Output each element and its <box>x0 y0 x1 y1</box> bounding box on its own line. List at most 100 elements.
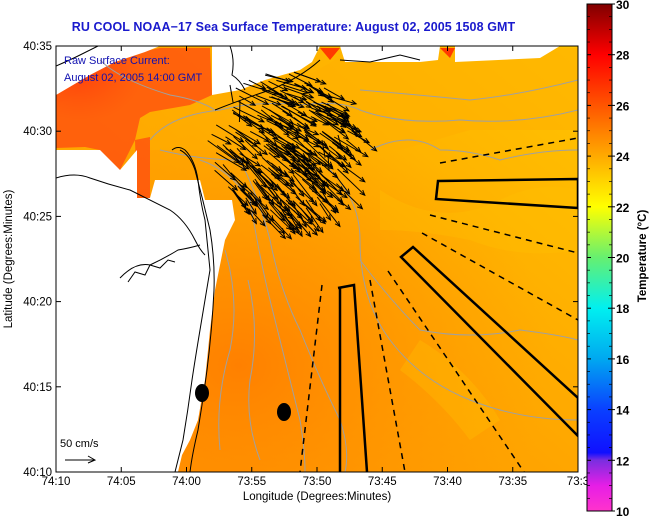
current-vector <box>263 88 285 98</box>
current-vector <box>247 192 272 224</box>
current-vector <box>322 131 350 153</box>
current-vector <box>261 105 294 124</box>
current-vector <box>252 180 268 200</box>
current-vector-head <box>346 150 353 157</box>
current-vector <box>337 168 366 196</box>
current-vector-head <box>263 136 271 143</box>
current-vector-head <box>287 118 295 125</box>
current-vector <box>240 189 256 205</box>
current-vector <box>300 153 315 171</box>
x-tick-label: 73:55 <box>237 476 266 488</box>
current-vector-head <box>343 111 351 117</box>
current-vector-head <box>249 100 257 106</box>
current-vector <box>228 124 261 145</box>
current-vector-head <box>255 196 262 203</box>
current-vector-head <box>299 199 306 207</box>
current-vector-head <box>240 165 248 172</box>
current-vector-head <box>284 210 291 217</box>
x-tick-label: 74:00 <box>172 476 201 488</box>
land-north-east <box>340 46 440 62</box>
current-vector-head <box>258 117 266 123</box>
current-vector <box>351 127 357 138</box>
current-vector <box>211 133 231 145</box>
current-vector <box>246 207 257 224</box>
current-vector <box>268 201 285 222</box>
current-vector <box>264 194 291 217</box>
current-vector-head <box>307 93 315 99</box>
current-vector <box>308 109 330 125</box>
current-vector-head <box>289 162 296 169</box>
y-tick-label: 40:35 <box>23 41 52 53</box>
colorbar-label: Temperature (°C) <box>637 210 649 303</box>
current-vector-head <box>279 215 286 222</box>
transect-dashed <box>439 137 578 164</box>
current-vector <box>294 96 312 108</box>
current-vector <box>323 87 345 100</box>
current-vector <box>214 169 238 191</box>
current-vector <box>230 172 248 188</box>
current-vector <box>233 136 258 160</box>
current-vector-head <box>271 185 279 192</box>
current-vector-head <box>342 113 350 120</box>
bathy-contour <box>99 59 216 111</box>
current-vector-head <box>357 203 364 210</box>
chart-title: RU COOL NOAA−17 Sea Surface Temperature:… <box>71 20 516 34</box>
current-vector-head <box>288 168 295 175</box>
sst-cool-streak <box>380 186 578 254</box>
current-vector-head <box>288 176 295 183</box>
current-vector <box>261 157 283 177</box>
current-vector-head <box>287 101 295 107</box>
current-vector-head <box>264 195 271 202</box>
current-vector <box>235 87 269 105</box>
current-vector <box>293 116 310 130</box>
annotation-line2: August 02, 2005 14:00 GMT <box>64 72 202 84</box>
current-vector-head <box>305 231 312 238</box>
current-vector <box>276 183 294 207</box>
current-vector-head <box>287 77 294 84</box>
land-northwest <box>56 46 160 95</box>
current-vector <box>233 154 263 174</box>
current-vector <box>307 159 323 173</box>
current-vector-head <box>287 200 294 208</box>
current-vector <box>241 189 258 205</box>
current-vector <box>315 169 343 196</box>
y-axis: 40:35 40:30 40:25 40:20 40:15 40:10 <box>23 41 578 479</box>
colorbar-tick-label: 20 <box>616 252 630 266</box>
current-vector-head <box>254 161 262 167</box>
coastline-inner <box>179 149 215 472</box>
bathy-contour <box>218 249 235 451</box>
current-vector <box>347 130 370 144</box>
current-vector-head <box>320 79 327 85</box>
current-vector <box>313 140 332 158</box>
current-vector <box>294 82 314 93</box>
current-vector-head <box>259 220 266 227</box>
current-vector-head <box>332 207 340 214</box>
y-tick-label: 40:10 <box>23 467 52 479</box>
colorbar-ticks: 30 28 26 24 22 20 18 16 14 12 10 <box>587 0 630 518</box>
colorbar-tick-label: 10 <box>616 505 630 518</box>
current-vector-head <box>275 100 282 106</box>
scale-arrow-label: 50 cm/s <box>60 438 99 450</box>
colorbar-tick-label: 22 <box>616 201 630 215</box>
current-vector <box>280 211 299 234</box>
current-vector-head <box>336 189 343 196</box>
x-tick-label: 73:45 <box>368 476 397 488</box>
current-vector <box>337 134 342 147</box>
land-north-far-east <box>455 46 560 62</box>
current-vector <box>321 101 348 115</box>
current-vector <box>232 189 247 209</box>
transect-box-south <box>337 283 369 472</box>
current-vector-head <box>259 84 267 90</box>
current-vector <box>268 152 294 174</box>
current-vector-head <box>282 206 289 213</box>
current-vector <box>305 207 324 233</box>
coastline-north <box>56 46 99 67</box>
current-vector <box>318 194 339 211</box>
current-vector <box>256 95 281 106</box>
current-vector-head <box>321 161 329 167</box>
current-vector <box>249 130 270 142</box>
current-vector-head <box>241 202 247 210</box>
transect-dashed <box>299 284 323 472</box>
current-vector-head <box>261 149 269 156</box>
current-vector <box>214 161 236 181</box>
